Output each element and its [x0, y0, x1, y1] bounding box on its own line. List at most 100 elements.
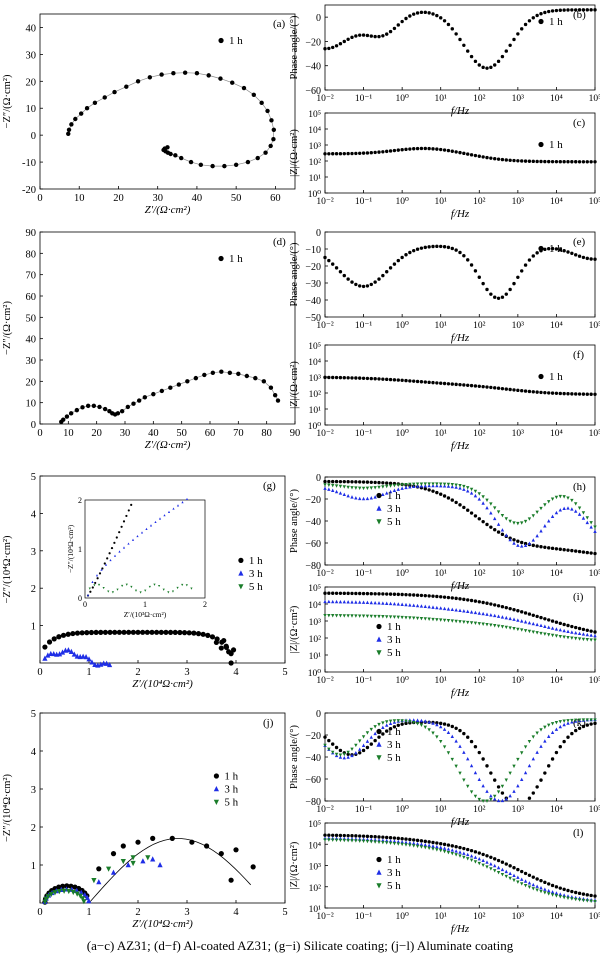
data-point — [122, 520, 126, 523]
data-point — [520, 27, 524, 31]
series-5h — [323, 718, 597, 803]
data-point — [365, 839, 370, 844]
data-point — [485, 860, 489, 864]
data-point — [547, 159, 551, 164]
data-point — [504, 797, 508, 801]
data-point — [373, 495, 377, 499]
data-point — [550, 159, 555, 164]
data-point — [477, 797, 481, 802]
data-point — [435, 844, 439, 849]
data-point — [512, 627, 516, 631]
data-point — [385, 491, 389, 495]
data-point — [442, 745, 447, 749]
y-tick-label: 10⁵ — [308, 110, 321, 120]
data-point — [385, 835, 389, 840]
data-point — [439, 595, 443, 599]
data-point — [358, 739, 362, 743]
data-point — [69, 122, 74, 127]
data-point — [554, 510, 559, 515]
data-point — [446, 607, 451, 611]
series-1h — [323, 146, 597, 164]
data-point — [85, 403, 91, 409]
data-point — [427, 245, 431, 249]
data-point — [194, 71, 200, 76]
data-point — [331, 614, 335, 618]
data-point — [454, 853, 458, 857]
data-point — [508, 626, 512, 630]
series-1h — [323, 479, 597, 556]
y-tick-label: 10² — [309, 884, 322, 894]
data-point — [489, 797, 493, 802]
data-point — [435, 721, 439, 725]
data-point — [562, 391, 566, 396]
data-point — [396, 723, 400, 727]
data-point — [508, 616, 512, 621]
panel-label: (a) — [273, 18, 286, 30]
data-point — [535, 785, 539, 789]
data-point — [477, 154, 481, 158]
data-point — [342, 614, 346, 618]
data-point — [481, 611, 485, 616]
data-point — [554, 894, 559, 898]
data-point — [539, 615, 543, 620]
data-point — [531, 735, 535, 739]
data-point — [385, 723, 389, 727]
data-point — [327, 591, 331, 595]
y-tick-label: −20 — [305, 262, 321, 273]
data-point — [388, 484, 393, 488]
data-point — [446, 730, 451, 735]
data-point — [566, 496, 570, 500]
data-point — [535, 544, 539, 548]
data-point — [404, 840, 408, 844]
data-point — [230, 647, 237, 653]
data-point — [585, 516, 589, 520]
data-point — [570, 392, 574, 396]
data-point — [381, 481, 385, 485]
x-tick-label: 40 — [192, 193, 203, 204]
x-tick-label: 10⁻¹ — [355, 912, 373, 922]
data-point — [516, 388, 520, 393]
data-point — [566, 8, 570, 12]
data-point — [45, 652, 51, 658]
data-point — [415, 616, 420, 621]
data-point — [373, 34, 377, 39]
data-point — [446, 847, 451, 851]
data-point — [112, 629, 118, 635]
data-point — [547, 734, 551, 738]
data-point — [469, 383, 474, 388]
data-point — [346, 750, 350, 755]
data-point — [585, 723, 589, 727]
data-point — [218, 645, 224, 651]
y-tick-label: −40 — [305, 753, 321, 764]
data-point — [485, 865, 489, 869]
data-point — [427, 840, 431, 844]
data-point — [485, 789, 489, 793]
data-point — [43, 896, 49, 902]
data-point — [419, 718, 424, 723]
data-point — [346, 600, 350, 604]
data-point — [523, 519, 528, 524]
legend-label: 3 h — [387, 634, 401, 646]
data-point — [415, 603, 420, 608]
y-axis-label: −Z″/(10⁴Ω·cm²) — [2, 773, 13, 842]
data-point — [91, 580, 94, 583]
data-point — [527, 763, 532, 768]
x-tick-label: 10⁴ — [550, 912, 564, 922]
y-axis-label: Phase angle/(°) — [289, 725, 300, 789]
data-point — [45, 894, 51, 900]
data-point — [118, 531, 121, 534]
data-point — [350, 839, 354, 843]
data-point — [396, 719, 400, 723]
data-point — [489, 65, 493, 70]
y-tick-label: 10² — [309, 635, 322, 645]
data-point — [122, 546, 126, 549]
y-tick-label: 10¹ — [309, 174, 322, 184]
data-point — [558, 391, 562, 396]
panel-label: (g) — [263, 480, 276, 492]
data-point — [381, 377, 385, 381]
data-point — [539, 12, 543, 16]
y-tick-label: −20 — [305, 731, 321, 742]
data-point — [527, 19, 532, 23]
data-point — [400, 19, 404, 24]
data-point — [385, 615, 389, 619]
